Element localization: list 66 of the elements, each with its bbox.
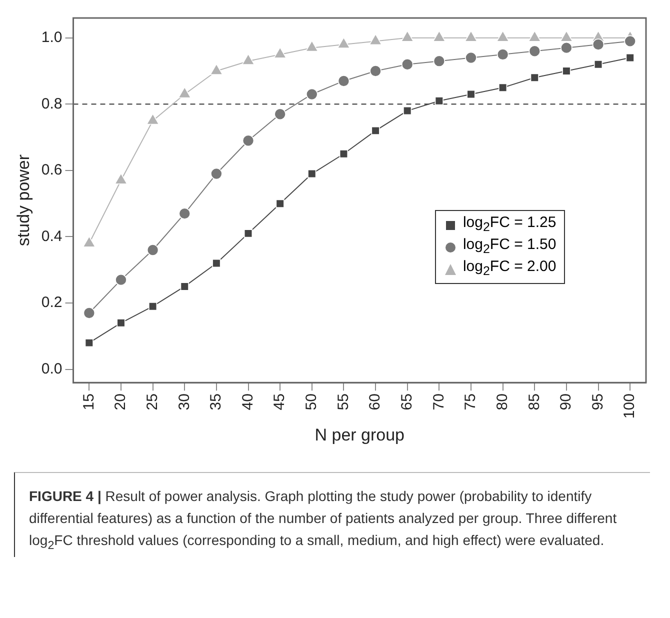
- point: [560, 42, 572, 54]
- point: [434, 96, 444, 106]
- legend-label: log$_{2}$FC = 1.50: [462, 236, 556, 258]
- caption: FIGURE 4 | Result of power analysis. Graph plotting the study power (probability to identify differential features) as a function of the number of patients analyzed per group. Three different log$_{2}$FC threshold values (corresponding to a small, medium, and high effect) were evaluated.: [29, 488, 617, 552]
- y-tick-label: 0.8: [41, 95, 62, 112]
- point: [371, 126, 380, 135]
- point: [466, 90, 476, 99]
- x-tick-label: 100: [621, 394, 638, 419]
- x-tick-label: 40: [239, 394, 256, 410]
- x-tick-label: 75: [462, 394, 480, 410]
- y-tick-label: 0.4: [41, 228, 62, 245]
- x-tick-label: 25: [144, 394, 161, 410]
- x-tick-label: 20: [112, 394, 130, 410]
- point: [530, 73, 539, 82]
- point: [178, 208, 191, 220]
- x-tick-label: 95: [589, 394, 606, 410]
- point: [592, 38, 604, 50]
- point: [210, 168, 222, 180]
- point: [212, 258, 221, 268]
- point: [308, 169, 316, 178]
- point: [624, 35, 636, 48]
- point: [83, 307, 96, 319]
- point: [180, 282, 189, 291]
- x-axis-title: N per group: [314, 425, 405, 444]
- x-tick-label: 65: [398, 394, 416, 410]
- point: [433, 55, 446, 67]
- x-tick-label: 90: [558, 394, 575, 410]
- point: [465, 52, 477, 64]
- point: [244, 229, 253, 238]
- point: [626, 53, 634, 62]
- point: [115, 274, 127, 286]
- legend-label: log$_{2}$FC = 1.25: [462, 214, 556, 236]
- point: [594, 60, 603, 69]
- y-tick-label: 0.0: [41, 360, 62, 378]
- point: [338, 75, 350, 87]
- y-tick-label: 1.0: [41, 29, 62, 46]
- point: [498, 83, 508, 92]
- x-tick-label: 80: [494, 394, 511, 410]
- legend-label: log$_{2}$FC = 2.00: [462, 258, 556, 280]
- point: [274, 108, 286, 120]
- x-tick-label: 35: [208, 394, 225, 410]
- x-tick-label: 60: [366, 394, 384, 410]
- x-tick-label: 30: [176, 394, 193, 410]
- point: [339, 150, 348, 158]
- x-tick-label: 50: [303, 394, 320, 410]
- y-tick-label: 0.2: [41, 294, 62, 312]
- x-tick-label: 85: [526, 394, 543, 410]
- point: [148, 302, 158, 311]
- point: [242, 134, 254, 147]
- x-tick-label: 70: [430, 394, 448, 410]
- point: [401, 58, 414, 70]
- point: [276, 199, 284, 208]
- point: [116, 318, 126, 328]
- x-tick-label: 15: [80, 394, 98, 410]
- point: [403, 106, 412, 116]
- point: [306, 88, 318, 100]
- point: [562, 66, 571, 76]
- point: [84, 338, 94, 348]
- point: [496, 48, 509, 60]
- point: [528, 45, 541, 58]
- x-tick-label: 55: [334, 394, 352, 410]
- y-axis-title: study power: [14, 154, 33, 246]
- y-tick-label: 0.6: [41, 162, 62, 179]
- point: [146, 244, 159, 256]
- x-tick-label: 45: [271, 394, 288, 410]
- point: [370, 65, 382, 77]
